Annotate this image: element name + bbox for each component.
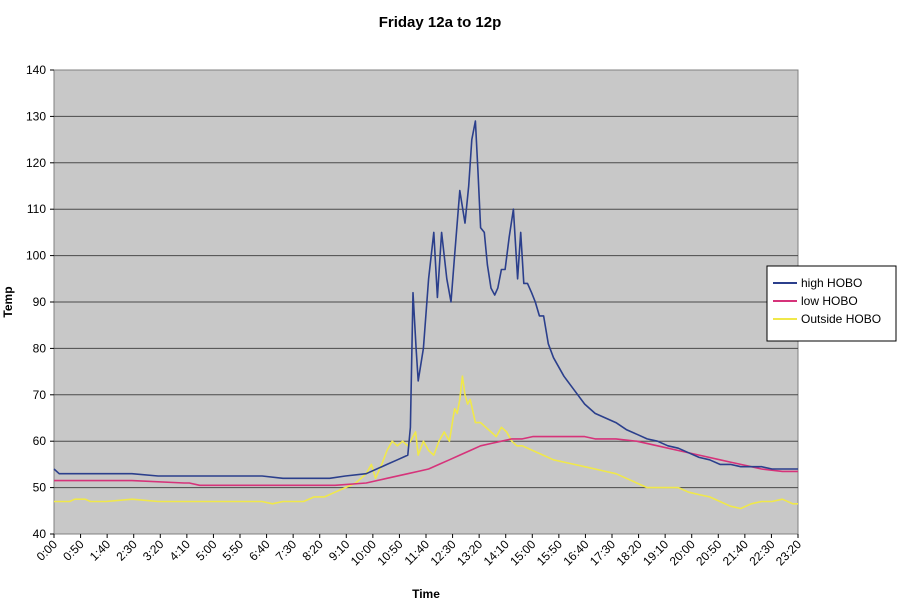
x-tick-label: 5:00 (193, 537, 220, 564)
x-tick-label: 0:50 (60, 537, 87, 564)
x-tick-label: 23:20 (773, 537, 804, 568)
x-tick-label: 15:00 (507, 537, 538, 568)
x-tick-label: 22:30 (746, 537, 777, 568)
y-tick-label: 140 (26, 63, 46, 77)
series-line-high-hobo (53, 120, 798, 480)
x-tick-label: 14:10 (481, 537, 512, 568)
x-tick-label: 13:20 (454, 537, 485, 568)
series-line-outside-hobo (54, 375, 798, 510)
x-tick-label: 12:30 (428, 537, 459, 568)
x-tick-label: 20:50 (693, 537, 724, 568)
x-tick-label: 18:20 (614, 537, 645, 568)
chart-title: Friday 12a to 12p (379, 14, 502, 31)
legend-label: low HOBO (801, 294, 858, 308)
legend-label: high HOBO (801, 276, 862, 290)
x-tick-label: 15:50 (534, 537, 565, 568)
y-axis-label: Temp (1, 286, 15, 317)
x-tick-label: 1:40 (87, 537, 114, 564)
x-tick-label: 16:40 (560, 537, 591, 568)
legend: high HOBO low HOBO Outside HOBO (766, 265, 897, 342)
x-tick-label: 8:20 (299, 537, 326, 564)
x-tick-label: 3:20 (140, 537, 167, 564)
y-axis-ticks: 40 50 60 70 80 90 100 110 120 130 140 (26, 63, 54, 541)
y-tick-label: 70 (33, 388, 47, 402)
y-tick-label: 60 (33, 434, 47, 448)
x-tick-label: 2:30 (113, 537, 140, 564)
y-tick-label: 80 (33, 341, 47, 355)
x-tick-label: 10:00 (348, 537, 379, 568)
x-axis-ticks: 0:00 0:50 1:40 2:30 3:20 4:10 5:00 5:50 6:40 7:30… (34, 534, 804, 568)
y-tick-label: 50 (33, 481, 47, 495)
x-tick-label: 10:50 (374, 537, 405, 568)
x-tick-label: 20:00 (667, 537, 698, 568)
series-lines (53, 120, 798, 510)
x-tick-label: 21:40 (720, 537, 751, 568)
x-tick-label: 4:10 (167, 537, 194, 564)
legend-box (766, 265, 897, 342)
y-tick-label: 90 (33, 295, 47, 309)
y-tick-label: 120 (26, 156, 46, 170)
x-axis-label: Time (412, 587, 440, 601)
y-tick-label: 100 (26, 249, 46, 263)
legend-label: Outside HOBO (801, 312, 881, 326)
x-tick-label: 6:40 (246, 537, 273, 564)
x-tick-label: 11:40 (402, 537, 433, 568)
y-tick-label: 110 (27, 202, 46, 216)
y-tick-label: 40 (33, 527, 47, 541)
x-tick-label: 5:50 (220, 537, 247, 564)
series-line-low-hobo (54, 435, 798, 487)
x-tick-label: 19:10 (640, 537, 671, 568)
y-tick-label: 130 (26, 109, 46, 123)
x-tick-label: 7:30 (273, 537, 300, 564)
x-tick-label: 17:30 (587, 537, 618, 568)
